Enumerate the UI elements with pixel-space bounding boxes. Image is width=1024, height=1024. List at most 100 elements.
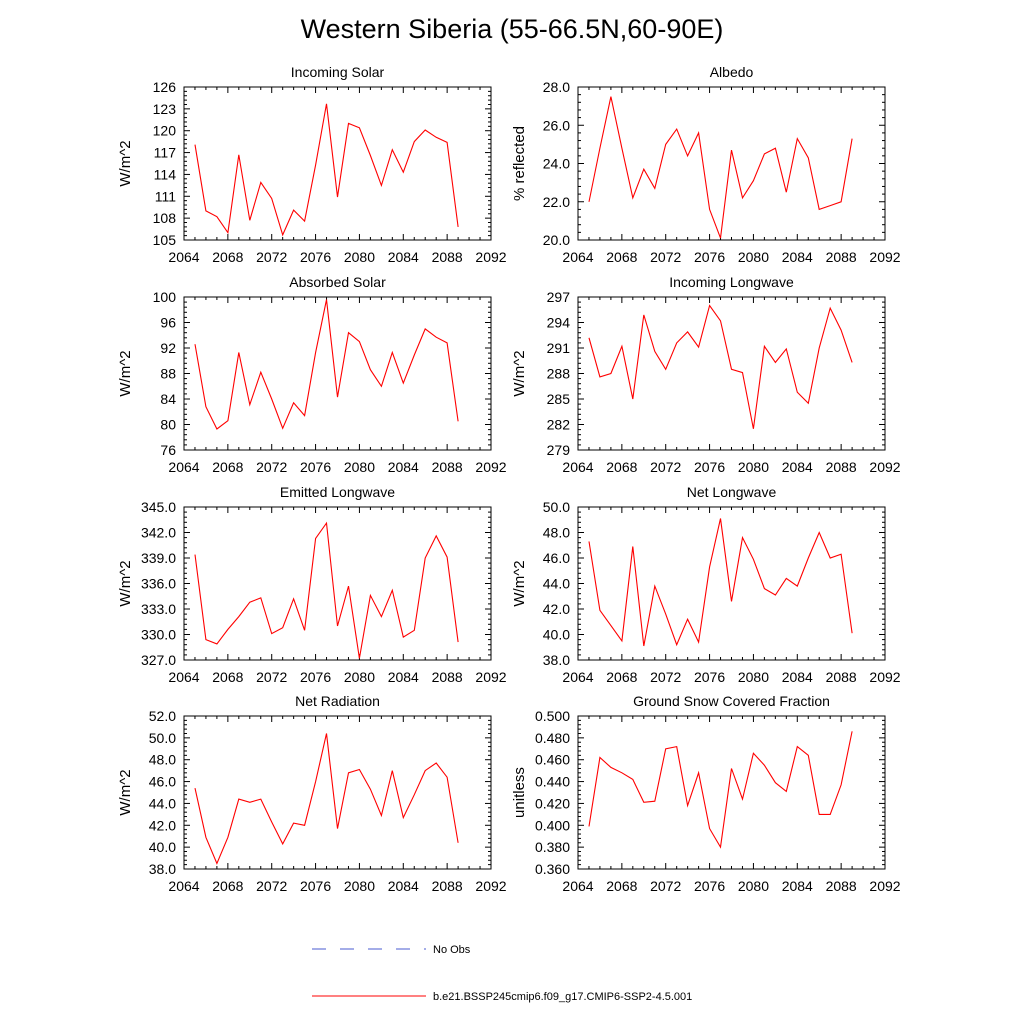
x-tick-label: 2068: [212, 878, 243, 894]
y-tick-label: 20.0: [543, 232, 570, 248]
x-tick-label: 2088: [826, 459, 857, 475]
x-tick-label: 2068: [606, 459, 637, 475]
panel-net-radiation: Net Radiation W/m^2 2064 2068 2072 2076 2080 20…: [117, 693, 507, 894]
plot-frame: [577, 86, 886, 241]
y-tick-label: 0.440: [535, 774, 570, 790]
x-tick-label: 2092: [869, 669, 900, 685]
y-tick-label: 0.400: [535, 817, 570, 833]
x-tick-label: 2088: [826, 669, 857, 685]
y-tick-label: 108: [153, 210, 177, 226]
x-tick-label: 2076: [694, 669, 725, 685]
panel-incoming-longwave: Incoming Longwave W/m^2 2064 2068 2072 2076 20…: [511, 274, 901, 475]
x-tick-label: 2088: [826, 878, 857, 894]
x-tick-label: 2080: [344, 249, 375, 265]
x-tick-label: 2064: [168, 249, 199, 265]
x-tick-label: 2064: [168, 669, 199, 685]
y-tick-label: 38.0: [149, 861, 176, 877]
y-tick-label: 327.0: [141, 652, 176, 668]
y-tick-label: 123: [153, 101, 177, 117]
y-axis-label: % reflected: [511, 126, 528, 201]
panel-title: Emitted Longwave: [280, 484, 395, 500]
series-line: [194, 733, 459, 865]
series-line: [588, 731, 853, 849]
y-tick-label: 0.420: [535, 795, 570, 811]
x-tick-label: 2092: [475, 459, 506, 475]
x-tick-label: 2072: [650, 669, 681, 685]
x-tick-label: 2084: [782, 669, 813, 685]
x-tick-label: 2068: [212, 249, 243, 265]
y-axis-label: W/m^2: [511, 350, 528, 396]
x-tick-label: 2080: [738, 878, 769, 894]
x-tick-label: 2076: [300, 459, 331, 475]
y-tick-label: 342.0: [141, 525, 176, 541]
y-tick-label: 38.0: [543, 652, 570, 668]
y-tick-label: 345.0: [141, 499, 176, 515]
y-axis-label: W/m^2: [117, 560, 134, 606]
x-tick-label: 2076: [300, 669, 331, 685]
y-tick-label: 42.0: [149, 817, 176, 833]
panel-title: Incoming Solar: [291, 64, 385, 80]
y-axis-label: unitless: [511, 767, 528, 818]
panel-emitted-longwave: Emitted Longwave W/m^2 2064 2068 2072 2076 208…: [117, 484, 507, 685]
page-title: Western Siberia (55-66.5N,60-90E): [300, 14, 724, 44]
x-tick-label: 2080: [738, 249, 769, 265]
y-tick-label: 40.0: [149, 839, 176, 855]
x-tick-label: 2088: [432, 669, 463, 685]
y-tick-label: 50.0: [149, 730, 176, 746]
series-line: [588, 96, 853, 239]
x-tick-label: 2080: [738, 459, 769, 475]
x-tick-label: 2092: [869, 878, 900, 894]
x-tick-label: 2076: [694, 878, 725, 894]
x-tick-label: 2076: [694, 459, 725, 475]
x-tick-label: 2076: [300, 878, 331, 894]
x-tick-label: 2072: [256, 459, 287, 475]
y-tick-label: 46.0: [149, 774, 176, 790]
y-tick-label: 288: [547, 366, 571, 382]
panel-albedo: Albedo % reflected 2064 2068 2072 2076 2080 208…: [511, 64, 901, 265]
x-tick-label: 2072: [256, 878, 287, 894]
series-line: [194, 103, 459, 237]
y-tick-label: 96: [160, 315, 176, 331]
y-tick-label: 76: [160, 442, 176, 458]
x-tick-label: 2076: [300, 249, 331, 265]
y-tick-label: 279: [547, 442, 571, 458]
x-tick-label: 2072: [650, 249, 681, 265]
panel-incoming-solar: Incoming Solar W/m^2 2064 2068 2072 2076 2080 2…: [117, 64, 507, 265]
x-tick-label: 2084: [782, 878, 813, 894]
panel-ground-snow-covered-fraction: Ground Snow Covered Fraction unitless 2064…: [511, 693, 901, 894]
y-tick-label: 22.0: [543, 194, 570, 210]
y-tick-label: 0.480: [535, 730, 570, 746]
panel-title: Absorbed Solar: [289, 274, 386, 290]
y-tick-label: 120: [153, 123, 177, 139]
x-tick-label: 2088: [432, 249, 463, 265]
x-tick-label: 2064: [562, 669, 593, 685]
x-tick-label: 2080: [344, 878, 375, 894]
panel-title: Net Longwave: [687, 484, 777, 500]
y-tick-label: 44.0: [543, 576, 570, 592]
y-tick-label: 0.360: [535, 861, 570, 877]
panel-title: Incoming Longwave: [669, 274, 794, 290]
y-tick-label: 114: [154, 166, 177, 182]
x-tick-label: 2080: [344, 669, 375, 685]
x-tick-label: 2072: [650, 878, 681, 894]
x-tick-label: 2080: [344, 459, 375, 475]
x-tick-label: 2064: [168, 878, 199, 894]
x-tick-label: 2092: [475, 249, 506, 265]
panel-title: Ground Snow Covered Fraction: [633, 693, 830, 709]
x-tick-label: 2072: [256, 669, 287, 685]
y-tick-label: 44.0: [149, 795, 176, 811]
y-tick-label: 24.0: [543, 156, 570, 172]
x-tick-label: 2068: [606, 249, 637, 265]
y-tick-label: 0.380: [535, 839, 570, 855]
y-tick-label: 126: [153, 79, 177, 95]
x-tick-label: 2092: [869, 459, 900, 475]
x-tick-label: 2084: [388, 459, 419, 475]
x-tick-label: 2084: [782, 459, 813, 475]
x-tick-label: 2088: [432, 459, 463, 475]
series-line: [588, 518, 853, 647]
y-tick-label: 46.0: [543, 550, 570, 566]
y-tick-label: 80: [160, 417, 176, 433]
y-axis-label: W/m^2: [117, 350, 134, 396]
legend-model-label: b.e21.BSSP245cmip6.f09_g17.CMIP6-SSP2-4.…: [433, 991, 692, 1003]
